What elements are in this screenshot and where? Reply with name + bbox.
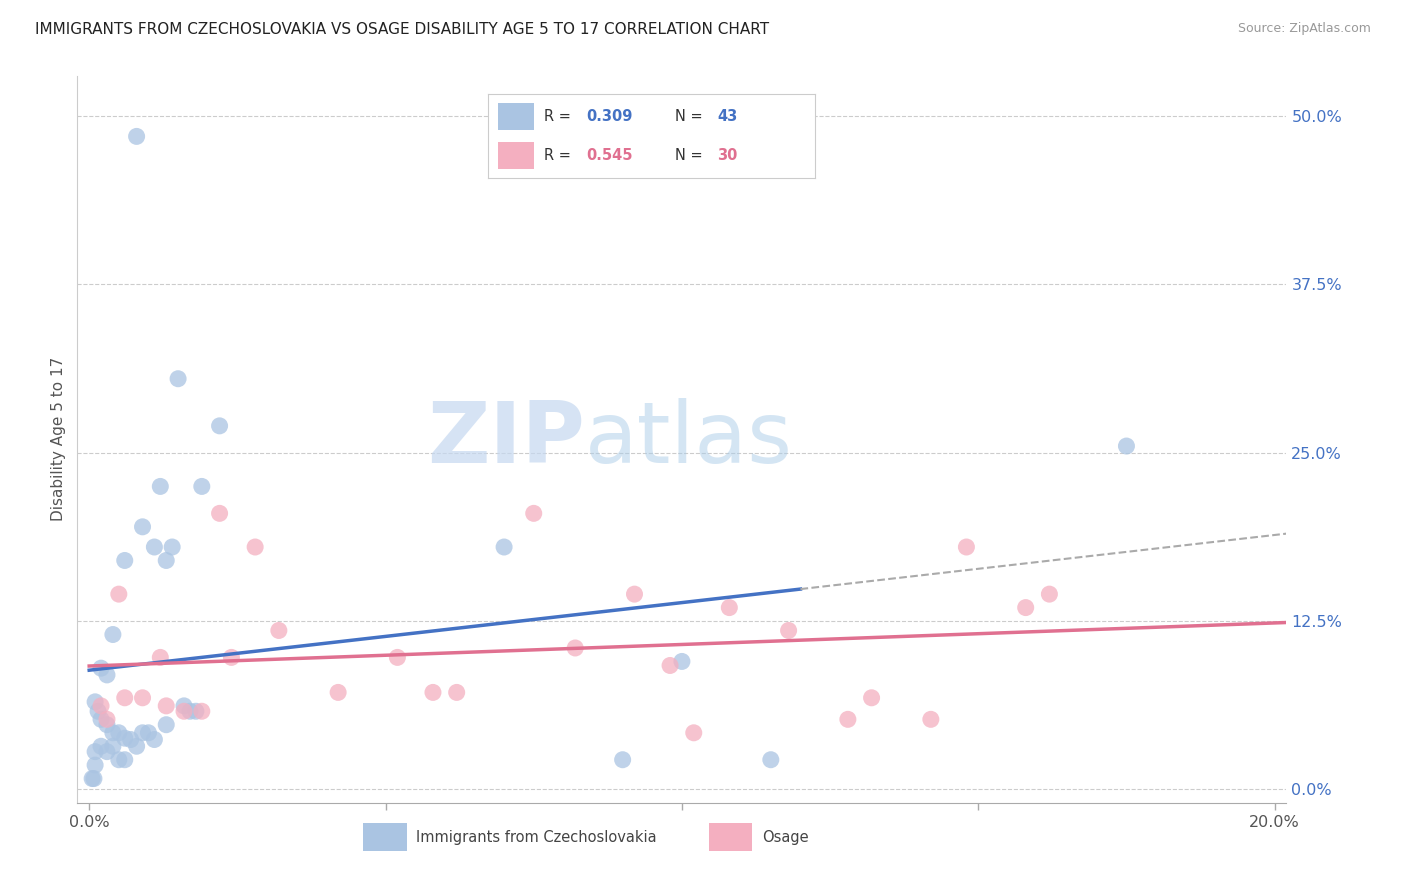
Point bbox=[167, 372, 190, 386]
Point bbox=[90, 712, 112, 726]
Point bbox=[1115, 439, 1137, 453]
Point bbox=[114, 690, 136, 705]
Point bbox=[564, 640, 586, 655]
Point bbox=[96, 717, 118, 731]
Point bbox=[682, 726, 704, 740]
Point bbox=[191, 479, 214, 493]
Point bbox=[523, 507, 546, 521]
Point bbox=[90, 739, 112, 754]
Point bbox=[243, 540, 266, 554]
Point bbox=[101, 726, 124, 740]
Point bbox=[955, 540, 977, 554]
Point bbox=[149, 650, 172, 665]
Point bbox=[108, 753, 131, 767]
Point bbox=[108, 587, 131, 601]
Point bbox=[120, 732, 142, 747]
Point bbox=[96, 668, 118, 682]
Point bbox=[87, 704, 110, 718]
Point bbox=[143, 540, 166, 554]
Point bbox=[221, 650, 243, 665]
Y-axis label: Disability Age 5 to 17: Disability Age 5 to 17 bbox=[51, 357, 66, 522]
Point bbox=[101, 627, 124, 641]
Point bbox=[1038, 587, 1060, 601]
Point bbox=[387, 650, 409, 665]
Point bbox=[208, 507, 231, 521]
Point bbox=[125, 129, 148, 144]
Point bbox=[131, 726, 153, 740]
Point bbox=[191, 704, 214, 718]
Point bbox=[114, 553, 136, 567]
Point bbox=[173, 704, 195, 718]
Point bbox=[623, 587, 645, 601]
Point bbox=[659, 658, 682, 673]
Point bbox=[83, 772, 105, 786]
Point bbox=[184, 704, 207, 718]
Point bbox=[837, 712, 859, 726]
Point bbox=[155, 698, 177, 713]
Point bbox=[160, 540, 183, 554]
Point bbox=[671, 655, 693, 669]
Point bbox=[422, 685, 444, 699]
Point bbox=[82, 772, 104, 786]
Point bbox=[90, 661, 112, 675]
Point bbox=[920, 712, 942, 726]
Point bbox=[267, 624, 290, 638]
Point bbox=[96, 712, 118, 726]
Text: ZIP: ZIP bbox=[427, 398, 585, 481]
Point bbox=[84, 758, 107, 772]
Point bbox=[125, 739, 148, 754]
Point bbox=[1015, 600, 1038, 615]
Point bbox=[179, 704, 201, 718]
Point bbox=[84, 745, 107, 759]
Point bbox=[173, 698, 195, 713]
Point bbox=[131, 520, 153, 534]
Point bbox=[759, 753, 782, 767]
Point bbox=[326, 685, 349, 699]
Text: atlas: atlas bbox=[585, 398, 793, 481]
Point bbox=[446, 685, 468, 699]
Point bbox=[143, 732, 166, 747]
Point bbox=[155, 553, 177, 567]
Point bbox=[494, 540, 516, 554]
Point bbox=[114, 731, 136, 746]
Text: Source: ZipAtlas.com: Source: ZipAtlas.com bbox=[1237, 22, 1371, 36]
Point bbox=[208, 418, 231, 433]
Point bbox=[108, 726, 131, 740]
Point bbox=[114, 753, 136, 767]
Point bbox=[778, 624, 800, 638]
Point bbox=[138, 726, 160, 740]
Point bbox=[101, 739, 124, 754]
Point bbox=[155, 717, 177, 731]
Point bbox=[860, 690, 883, 705]
Point bbox=[96, 745, 118, 759]
Point bbox=[84, 695, 107, 709]
Point bbox=[149, 479, 172, 493]
Point bbox=[718, 600, 741, 615]
Point bbox=[612, 753, 634, 767]
Point bbox=[90, 698, 112, 713]
Point bbox=[131, 690, 153, 705]
Text: IMMIGRANTS FROM CZECHOSLOVAKIA VS OSAGE DISABILITY AGE 5 TO 17 CORRELATION CHART: IMMIGRANTS FROM CZECHOSLOVAKIA VS OSAGE … bbox=[35, 22, 769, 37]
